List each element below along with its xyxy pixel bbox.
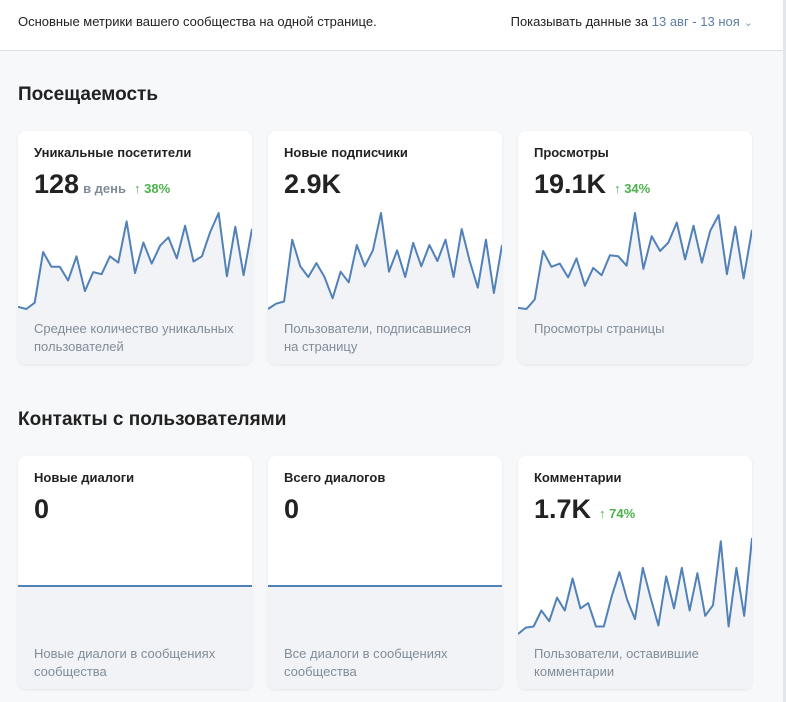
- card-value-row: 1.7K ↑ 74%: [534, 494, 635, 525]
- card-title: Комментарии: [534, 470, 622, 485]
- card-value-row: 128 в день ↑ 38%: [34, 169, 170, 200]
- card-unit: в день: [83, 181, 126, 196]
- period-value[interactable]: 13 авг - 13 ноя: [651, 14, 740, 29]
- change: ↑ 34%: [614, 181, 650, 196]
- scrollbar: [783, 0, 786, 702]
- sparkline: [18, 212, 252, 364]
- stat-card[interactable]: Новые диалоги 0 Новые диалоги в сообщениях…: [18, 456, 252, 689]
- stat-card[interactable]: Всего диалогов 0 Все диалоги в сообщениях …: [268, 456, 502, 689]
- sparkline: [18, 585, 252, 689]
- card-caption: Среднее количество уникальных пользовате…: [34, 321, 234, 354]
- change-value: 74%: [609, 506, 636, 521]
- sparkline: [268, 585, 502, 689]
- card-value-row: 0: [284, 494, 299, 525]
- period-label: Показывать данные за: [510, 14, 649, 29]
- sparkline-line: [268, 212, 502, 310]
- card-title: Всего диалогов: [284, 470, 386, 485]
- change: ↑ 38%: [134, 181, 170, 196]
- card-value-row: 19.1K ↑ 34%: [534, 169, 650, 200]
- stat-card[interactable]: Комментарии 1.7K ↑ 74% Пользователи, остави…: [518, 456, 752, 689]
- sparkline-line: [518, 212, 752, 310]
- header: Основные метрики вашего сообщества на од…: [0, 0, 783, 51]
- sparkline-area: [268, 213, 502, 364]
- sparkline-area: [518, 538, 752, 689]
- change-value: 34%: [624, 181, 651, 196]
- card-value: 2.9K: [284, 169, 342, 199]
- card-caption: Новые диалоги в сообщениях сообщества: [34, 646, 216, 679]
- card-title: Новые подписчики: [284, 145, 408, 160]
- card-value: 19.1K: [534, 169, 607, 199]
- card-value: 128: [34, 169, 80, 199]
- card-title: Уникальные посетители: [34, 145, 192, 160]
- change-value: 38%: [144, 181, 171, 196]
- sparkline: [268, 212, 502, 364]
- description: Основные метрики вашего сообщества на од…: [18, 14, 377, 29]
- up-arrow: ↑: [599, 506, 610, 521]
- card-title: Просмотры: [534, 145, 609, 160]
- sparkline-area: [18, 213, 252, 364]
- stat-card[interactable]: Просмотры 19.1K ↑ 34% Просмотры страницы: [518, 131, 752, 364]
- sparkline-line: [518, 537, 752, 635]
- sparkline-line: [18, 212, 252, 310]
- card-value: 0: [34, 494, 50, 524]
- card-title: Новые диалоги: [34, 470, 135, 485]
- card-value: 0: [284, 494, 300, 524]
- card-caption: Пользователи, подписавшиеся на страницу: [284, 321, 472, 354]
- card-value-row: 2.9K: [284, 169, 341, 200]
- sparkline-area: [18, 586, 252, 689]
- section-title: Посещаемость: [18, 84, 159, 105]
- sparkline-area: [268, 586, 502, 689]
- section-title: Контакты с пользователями: [18, 409, 287, 430]
- up-arrow: ↑: [134, 181, 145, 196]
- sparkline: [518, 212, 752, 364]
- up-arrow: ↑: [614, 181, 625, 196]
- stat-card[interactable]: Уникальные посетители 128 в день ↑ 38% Средн…: [18, 131, 252, 364]
- card-caption: Пользователи, оставившие комментарии: [534, 646, 699, 679]
- card-value: 1.7K: [534, 494, 592, 524]
- sparkline: [518, 537, 752, 689]
- sparkline-area: [518, 213, 752, 364]
- chevron: ⌄: [743, 17, 753, 29]
- card-caption: Все диалоги в сообщениях сообщества: [284, 646, 448, 679]
- period-selector[interactable]: Показывать данные за 13 авг - 13 ноя ⌄: [511, 14, 753, 29]
- change: ↑ 74%: [599, 506, 635, 521]
- card-value-row: 0: [34, 494, 49, 525]
- stat-card[interactable]: Новые подписчики 2.9K Пользователи, подпис…: [268, 131, 502, 364]
- card-caption: Просмотры страницы: [534, 321, 665, 336]
